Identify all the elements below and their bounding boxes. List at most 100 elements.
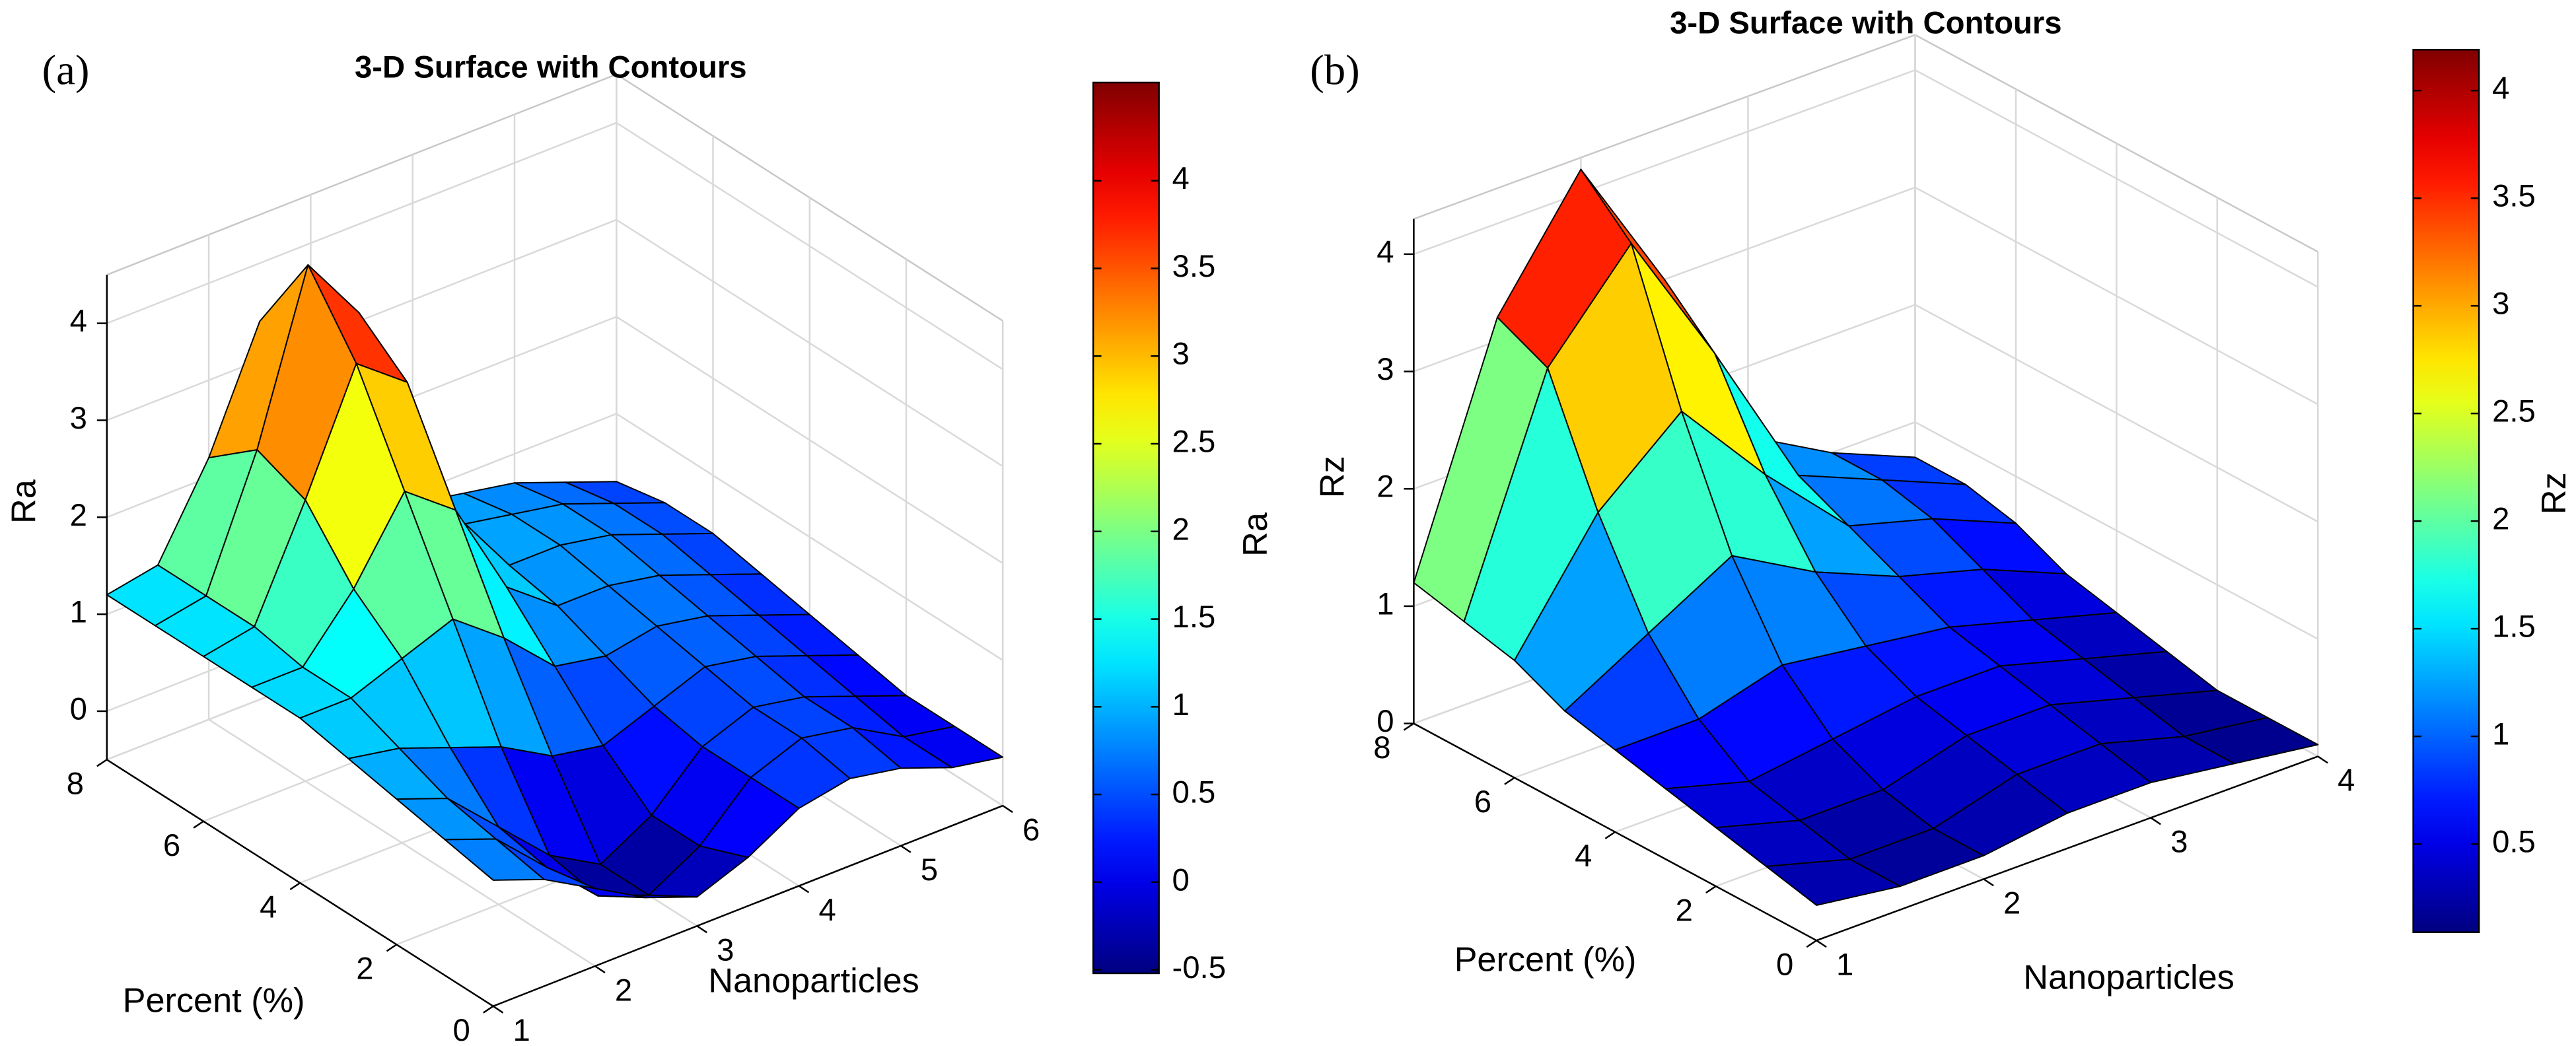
colorbar-tick-label: 3.5 <box>2492 179 2536 214</box>
y-tick-label: 4 <box>260 889 277 924</box>
z-tick-label: 2 <box>70 498 87 533</box>
x-tick-label: 2 <box>2003 886 2021 921</box>
z-tick-label: 3 <box>70 401 87 436</box>
surface-cell <box>1765 858 1901 906</box>
z-tick-label: 2 <box>1377 470 1394 505</box>
colorbar-label: Rz <box>2535 472 2573 514</box>
colorbar-tick-label: 2 <box>2492 502 2509 537</box>
y-tick <box>1604 831 1616 839</box>
x-tick <box>594 965 606 973</box>
box-edge <box>106 73 617 276</box>
chart-title: 3-D Surface with Contours <box>1670 5 2062 40</box>
colorbar-tick-label: 1.5 <box>2492 610 2536 645</box>
grid-line <box>616 219 1003 468</box>
panel-label: (b) <box>1310 46 1359 93</box>
box-edge <box>1413 34 1915 220</box>
colorbar-tick-label: -0.5 <box>1172 950 1226 985</box>
y-tick <box>1806 940 1817 948</box>
y-tick-label: 8 <box>1373 730 1390 765</box>
colorbar <box>1092 81 1160 975</box>
z-tick-label: 4 <box>70 304 87 339</box>
y-tick-label: 0 <box>1776 947 1793 982</box>
grid-line <box>1914 69 2318 288</box>
y-tick <box>1504 777 1515 785</box>
y-tick <box>289 882 301 891</box>
z-tick-label: 3 <box>1377 352 1394 387</box>
y-tick <box>96 759 108 767</box>
grid-line <box>1413 69 1915 256</box>
chart-title: 3-D Surface with Contours <box>355 50 746 85</box>
grid-line <box>1914 186 2318 405</box>
colorbar-tick-label: 3 <box>2492 287 2509 322</box>
x-tick <box>2150 817 2161 825</box>
colorbar-tick-label: 2.5 <box>2492 394 2536 429</box>
x-axis <box>1816 755 2318 942</box>
y-tick <box>386 944 398 952</box>
colorbar-tick-label: 4 <box>1172 161 1190 196</box>
x-axis-label: Nanoparticles <box>708 962 919 1000</box>
y-tick <box>193 820 204 829</box>
grid-line <box>616 316 1003 565</box>
x-tick-label: 2 <box>615 973 632 1008</box>
z-axis-label: Ra <box>5 479 44 524</box>
y-axis-label: Percent (%) <box>123 982 305 1020</box>
x-tick <box>696 925 707 934</box>
colorbar <box>2412 48 2480 933</box>
grid-line <box>616 413 1003 661</box>
x-tick-label: 1 <box>513 1013 530 1046</box>
colorbar-tick-label: 0 <box>1172 862 1190 897</box>
colorbar-tick-label: 0.5 <box>2492 825 2536 860</box>
x-tick <box>1983 878 1994 887</box>
x-tick <box>492 1005 504 1014</box>
y-tick <box>1705 885 1717 894</box>
x-tick <box>1002 805 1013 814</box>
z-tick-label: 1 <box>1377 586 1394 621</box>
x-tick-label: 3 <box>717 933 734 968</box>
panel-label: (a) <box>42 46 90 93</box>
y-axis <box>1413 722 1817 942</box>
x-tick <box>900 845 912 853</box>
x-tick-label: 5 <box>921 853 938 888</box>
z-tick-label: 0 <box>70 691 87 726</box>
colorbar-tick-label: 4 <box>2492 71 2509 106</box>
y-tick-label: 0 <box>453 1013 470 1046</box>
surface-cell <box>444 838 545 881</box>
z-tick-label: 1 <box>70 595 87 630</box>
grid-line <box>1914 304 2318 523</box>
colorbar-tick-label: 2.5 <box>1172 424 1216 459</box>
x-tick-label: 4 <box>818 893 836 928</box>
y-tick <box>1403 722 1415 731</box>
x-tick <box>1816 940 1827 948</box>
z-axis-label: Rz <box>1314 456 1352 498</box>
x-tick-label: 3 <box>2170 825 2188 860</box>
grid-line <box>1914 421 2318 640</box>
y-tick <box>483 1005 494 1014</box>
colorbar-tick-label: 0.5 <box>1172 775 1216 810</box>
colorbar-tick-label: 3 <box>1172 337 1190 372</box>
y-axis-label: Percent (%) <box>1454 940 1637 979</box>
x-tick-label: 1 <box>1836 947 1853 982</box>
z-tick-label: 0 <box>1377 704 1394 739</box>
x-tick-label: 4 <box>2338 763 2355 798</box>
x-tick <box>798 885 810 893</box>
y-tick-label: 6 <box>163 828 180 863</box>
y-tick-label: 6 <box>1474 784 1491 819</box>
colorbar-label: Ra <box>1236 512 1275 557</box>
x-axis <box>493 804 1003 1007</box>
colorbar-tick-label: 2 <box>1172 512 1190 547</box>
y-tick-label: 4 <box>1575 839 1592 874</box>
grid-line <box>616 122 1003 370</box>
grid-line <box>106 122 617 324</box>
colorbar-tick-label: 1.5 <box>1172 600 1216 635</box>
y-tick-label: 2 <box>1676 893 1693 928</box>
x-axis-label: Nanoparticles <box>2023 959 2234 997</box>
x-tick <box>2317 755 2328 764</box>
colorbar-tick-label: 1 <box>1172 687 1190 722</box>
x-tick-label: 6 <box>1022 812 1040 847</box>
z-tick-label: 4 <box>1377 234 1394 269</box>
y-tick-label: 2 <box>356 952 373 987</box>
y-tick-label: 8 <box>67 767 84 802</box>
colorbar-tick-label: 1 <box>2492 717 2509 752</box>
colorbar-tick-label: 3.5 <box>1172 249 1216 284</box>
